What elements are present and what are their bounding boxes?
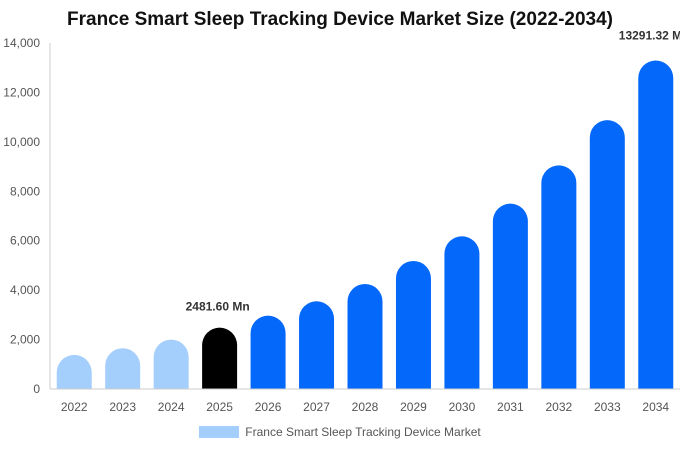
y-tick-label: 8,000 [10, 184, 40, 198]
x-tick-label: 2025 [206, 400, 233, 414]
y-axis: 0 2,000 4,000 6,000 8,000 10,000 12,000 14,000 [3, 36, 51, 396]
legend-swatch [199, 426, 240, 438]
x-tick-label: 2027 [303, 400, 330, 414]
y-tick-label: 12,000 [3, 85, 40, 99]
bar-2030 [444, 236, 480, 389]
bar-2032 [541, 165, 577, 389]
bar-2025 [202, 327, 238, 389]
bar-2026 [250, 315, 286, 389]
bar-2022 [56, 354, 92, 389]
x-tick-label: 2032 [545, 400, 572, 414]
bar-2027 [299, 301, 335, 389]
x-tick-label: 2031 [497, 400, 524, 414]
x-tick-label: 2033 [594, 400, 621, 414]
y-tick-label: 10,000 [3, 135, 40, 149]
x-axis: 2022 2023 2024 2025 2026 2027 2028 2029 2030 2031… [50, 388, 680, 414]
x-tick-label: 2022 [61, 400, 88, 414]
bar-2034 [638, 60, 674, 389]
x-tick-label: 2034 [642, 400, 669, 414]
legend: France Smart Sleep Tracking Device Marke… [0, 425, 680, 439]
x-tick-label: 2029 [400, 400, 427, 414]
bar-2028 [347, 283, 383, 389]
bar-2024 [153, 339, 189, 389]
y-tick-label: 14,000 [3, 36, 40, 50]
y-tick-label: 4,000 [10, 283, 40, 297]
x-tick-label: 2026 [255, 400, 282, 414]
data-label-2034: 13291.32 Mn [619, 29, 680, 43]
x-tick-label: 2030 [449, 400, 476, 414]
bar-2023 [105, 348, 141, 389]
y-tick-label: 6,000 [10, 234, 40, 248]
legend-label: France Smart Sleep Tracking Device Marke… [245, 425, 481, 439]
chart-title: France Smart Sleep Tracking Device Marke… [67, 9, 613, 30]
y-tick-label: 0 [33, 382, 40, 396]
bar-2031 [492, 203, 528, 389]
bar-2029 [395, 260, 431, 389]
y-tick-label: 2,000 [10, 333, 40, 347]
x-tick-label: 2023 [109, 400, 136, 414]
bar-series [56, 60, 674, 389]
x-tick-label: 2024 [158, 400, 185, 414]
bar-2033 [589, 120, 625, 389]
data-labels: 2481.60 Mn 13291.32 Mn [186, 29, 680, 314]
x-tick-label: 2028 [352, 400, 379, 414]
data-label-2025: 2481.60 Mn [186, 300, 250, 314]
